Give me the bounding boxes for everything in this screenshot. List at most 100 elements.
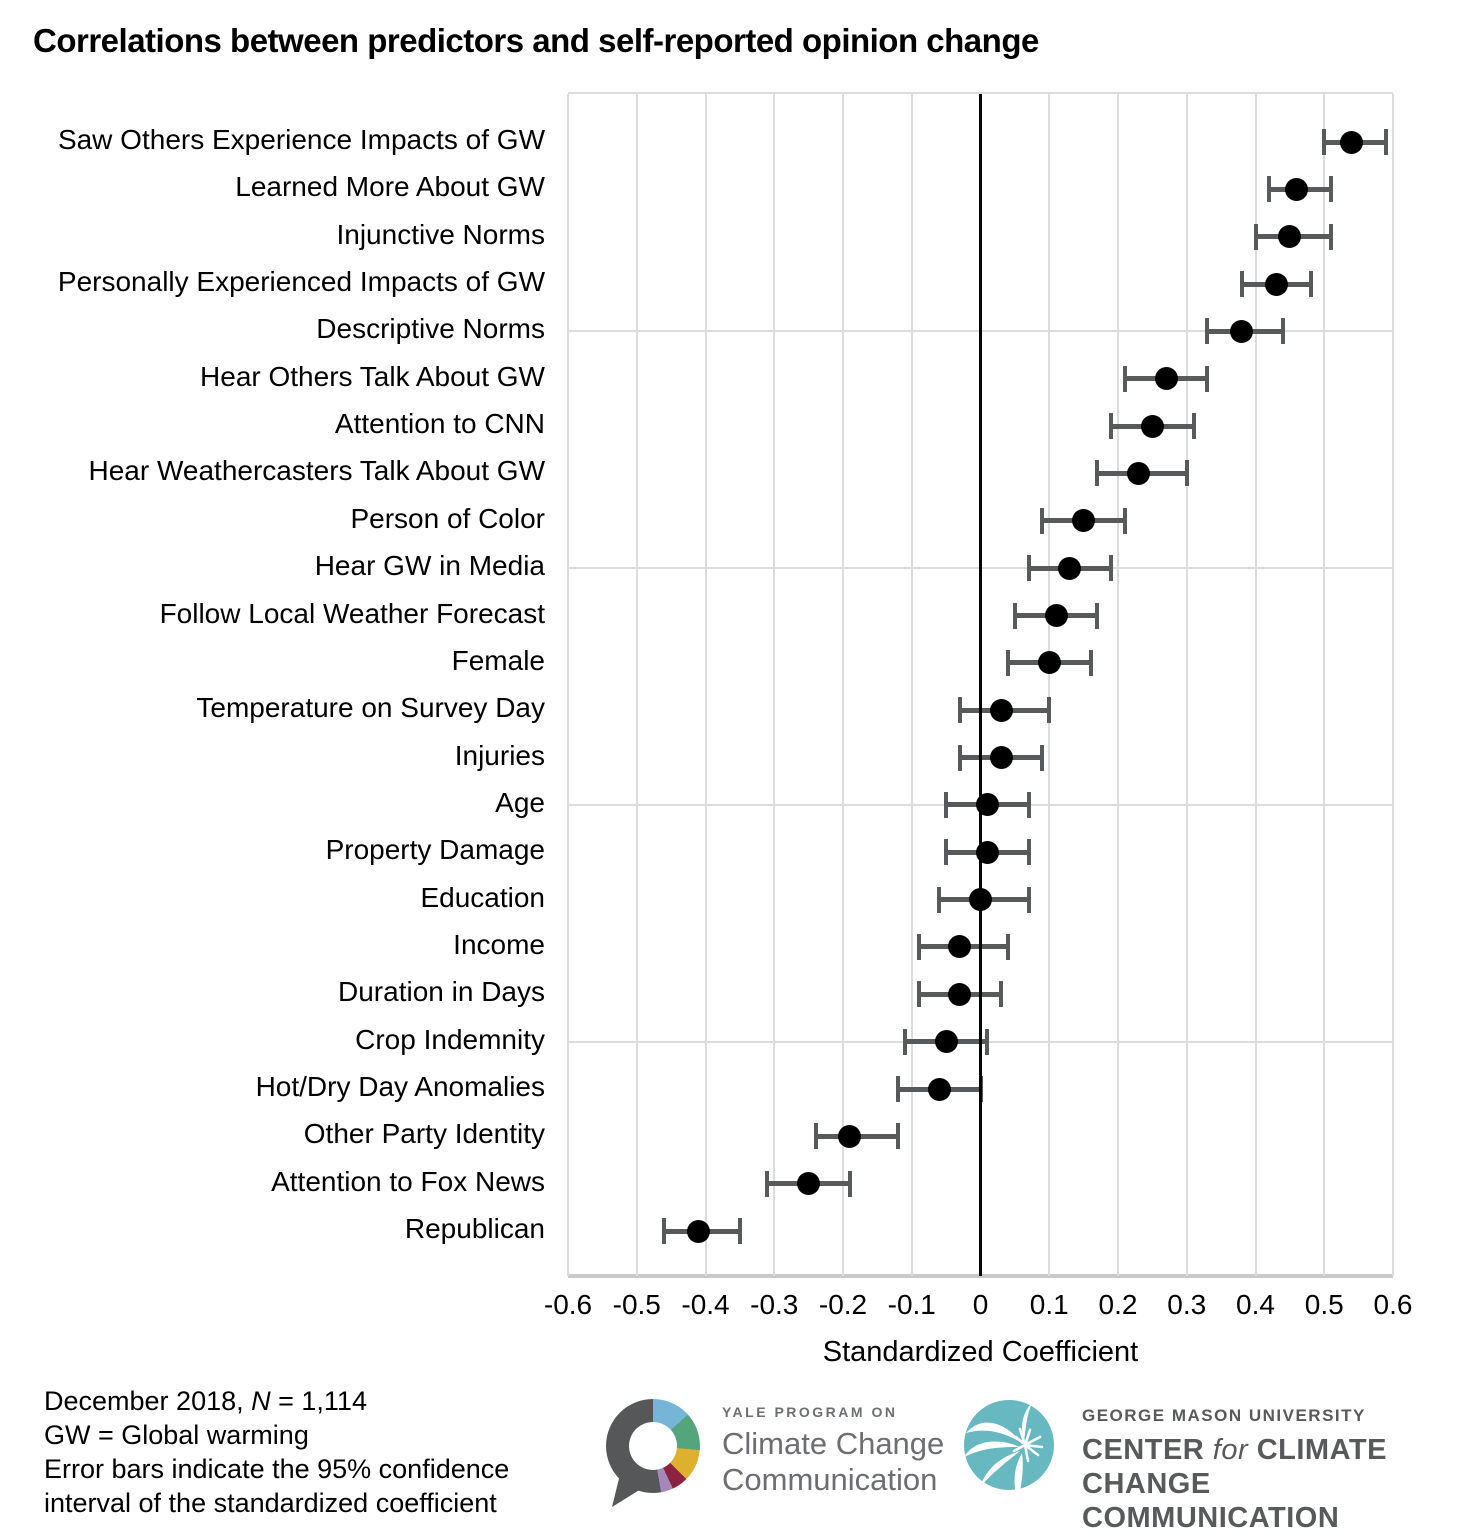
data-point bbox=[975, 793, 999, 817]
data-point bbox=[989, 698, 1013, 722]
x-tick-labels: -0.6 -0.5 -0.4 -0.3 -0.2 -0.1 0 0.1 0.2 0.3 0.4 0.5… bbox=[544, 1288, 1413, 1324]
error-bar-cap-left bbox=[1040, 507, 1045, 534]
plot-area bbox=[567, 92, 1394, 1278]
error-bar-cap-right bbox=[1026, 839, 1031, 866]
gridline-vertical bbox=[842, 94, 844, 1276]
category-labels: Saw Others Experience Impacts of GW Learn… bbox=[0, 92, 545, 1274]
gmu-logo-text: GEORGE MASON UNIVERSITY CENTER for CLIMA… bbox=[1082, 1406, 1459, 1535]
error-bar-cap-right bbox=[985, 1028, 990, 1055]
gridline-vertical bbox=[773, 94, 776, 1276]
gmu-line1: CENTER for CLIMATE CHANGE bbox=[1082, 1434, 1387, 1500]
error-bar-cap-right bbox=[1026, 791, 1031, 818]
error-bar-cap-right bbox=[1109, 555, 1114, 582]
footnote-ci-2: interval of the standardized coefficient bbox=[44, 1488, 497, 1518]
data-point bbox=[838, 1124, 862, 1148]
category-label: Saw Others Experience Impacts of GW bbox=[57, 124, 545, 155]
category-label: Age bbox=[495, 786, 545, 818]
x-tick-label: -0.1 bbox=[887, 1289, 936, 1320]
yale-line1: Climate Change bbox=[722, 1426, 945, 1461]
gridline-vertical bbox=[567, 94, 569, 1276]
error-bar-cap-right bbox=[1184, 460, 1189, 487]
data-point bbox=[1140, 414, 1164, 438]
error-bar-cap-right bbox=[1191, 413, 1196, 440]
gridline-vertical bbox=[1185, 94, 1188, 1276]
gridline-vertical bbox=[1392, 94, 1394, 1276]
error-bar-cap-left bbox=[957, 744, 962, 771]
error-bar-cap-left bbox=[937, 886, 942, 913]
category-label: Personally Experienced Impacts of GW bbox=[57, 266, 545, 298]
error-bar-cap-left bbox=[765, 1170, 770, 1197]
error-bar-cap-left bbox=[1322, 129, 1327, 155]
footnotes: December 2018, N = 1,114 GW = Global war… bbox=[44, 1384, 509, 1520]
gridline-vertical bbox=[1048, 94, 1051, 1276]
error-bar-cap-left bbox=[1109, 413, 1114, 440]
gridline-vertical bbox=[704, 94, 707, 1276]
yale-logo-text: YALE PROGRAM ON Climate Change Communica… bbox=[722, 1404, 944, 1498]
error-bar-cap-right bbox=[1026, 886, 1031, 913]
x-tick-label: -0.3 bbox=[750, 1289, 799, 1320]
error-bar-cap-left bbox=[902, 1028, 907, 1055]
error-bar-cap-right bbox=[1095, 602, 1100, 629]
data-point bbox=[1230, 319, 1254, 343]
error-bar-cap-right bbox=[737, 1218, 742, 1245]
error-bar-cap-left bbox=[1253, 223, 1258, 250]
zero-line bbox=[979, 94, 982, 1276]
error-bar-cap-right bbox=[1281, 318, 1285, 345]
data-point bbox=[989, 746, 1013, 770]
category-label: Crop Indemnity bbox=[355, 1023, 545, 1055]
error-bar-cap-right bbox=[1088, 649, 1093, 676]
category-label: Attention to CNN bbox=[334, 408, 545, 440]
data-point bbox=[1340, 130, 1364, 154]
data-point bbox=[797, 1172, 821, 1196]
gridline-vertical bbox=[1254, 94, 1257, 1276]
gmu-kicker: GEORGE MASON UNIVERSITY bbox=[1082, 1406, 1366, 1425]
x-axis-title: Standardized Coefficient bbox=[822, 1336, 1139, 1368]
data-point bbox=[687, 1219, 711, 1243]
x-tick-label: 0.1 bbox=[1029, 1289, 1069, 1320]
gridline-vertical bbox=[1117, 94, 1119, 1276]
data-point bbox=[1154, 367, 1178, 391]
error-bar-cap-left bbox=[1026, 555, 1031, 582]
error-bar-cap-right bbox=[1047, 697, 1052, 724]
error-bar-cap-left bbox=[944, 791, 949, 818]
error-bar-cap-right bbox=[847, 1170, 852, 1197]
category-label: Hot/Dry Day Anomalies bbox=[255, 1071, 545, 1102]
footnote-sample: December 2018, N = 1,114 bbox=[44, 1386, 367, 1416]
category-label: Other Party Identity bbox=[303, 1118, 545, 1150]
category-label: Learned More About GW bbox=[235, 171, 545, 203]
category-label: Hear Others Talk About GW bbox=[200, 360, 545, 392]
data-point bbox=[975, 840, 999, 864]
x-tick-label: 0.3 bbox=[1167, 1289, 1207, 1320]
x-tick-label: 0.5 bbox=[1304, 1289, 1344, 1320]
footnote-ci-1: Error bars indicate the 95% confidence bbox=[44, 1454, 510, 1484]
data-point bbox=[1127, 461, 1151, 485]
error-bar-cap-left bbox=[1267, 176, 1272, 203]
error-bar-cap-left bbox=[944, 839, 949, 866]
x-tick-label: -0.2 bbox=[818, 1289, 868, 1320]
category-label: Property Damage bbox=[325, 834, 545, 866]
category-label: Attention to Fox News bbox=[271, 1165, 545, 1197]
category-label: Person of Color bbox=[350, 502, 545, 534]
chart-title: Correlations between predictors and self… bbox=[33, 22, 1039, 59]
error-bar-cap-right bbox=[1308, 271, 1313, 298]
yale-line2: Communication bbox=[722, 1462, 938, 1497]
error-bar-cap-left bbox=[1006, 649, 1010, 676]
data-point bbox=[1058, 556, 1082, 580]
x-tick-label: 0.2 bbox=[1098, 1289, 1138, 1320]
x-tick-label: 0.6 bbox=[1373, 1289, 1413, 1320]
error-bar-cap-left bbox=[813, 1123, 818, 1150]
error-bar-cap-left bbox=[1239, 271, 1244, 298]
data-point bbox=[969, 888, 992, 912]
error-bar-cap-left bbox=[916, 933, 921, 960]
yale-logo-icon bbox=[606, 1399, 726, 1519]
data-point bbox=[1264, 272, 1288, 296]
x-tick-label: 0.4 bbox=[1236, 1289, 1275, 1320]
data-point bbox=[1037, 651, 1061, 675]
error-bar-cap-left bbox=[1012, 602, 1017, 629]
category-label: Injunctive Norms bbox=[336, 218, 545, 250]
data-point bbox=[948, 982, 972, 1006]
category-label: Temperature on Survey Day bbox=[196, 692, 545, 724]
x-tick-label: -0.6 bbox=[543, 1289, 593, 1320]
error-bar-cap-left bbox=[662, 1218, 667, 1245]
category-label: Female bbox=[451, 644, 545, 676]
